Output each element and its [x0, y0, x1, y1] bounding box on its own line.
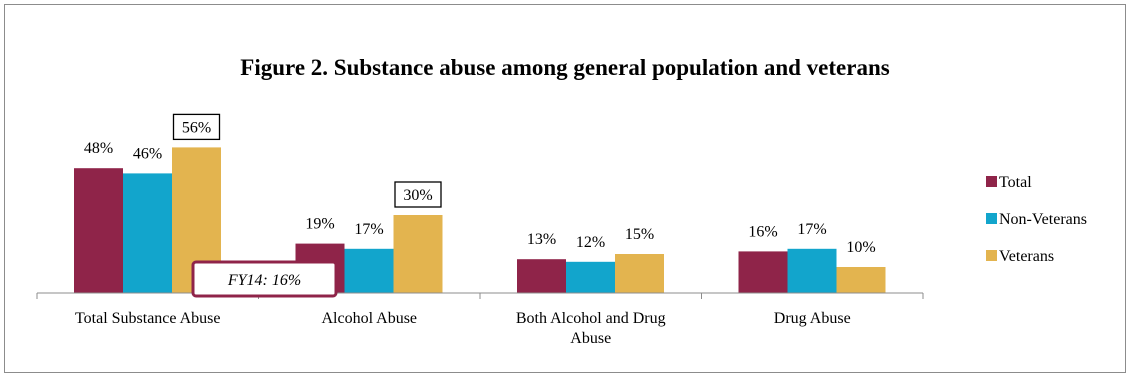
annotation-text: FY14: 16%: [227, 272, 301, 289]
category-label: Alcohol Abuse: [321, 310, 417, 327]
data-label: 30%: [403, 187, 432, 204]
data-label: 46%: [133, 145, 162, 162]
bar-non-veterans-0: [123, 173, 172, 293]
legend-swatch: [986, 176, 997, 187]
bar-non-veterans-1: [344, 248, 394, 293]
category-label: Abuse: [570, 330, 611, 347]
bar-total-0: [74, 168, 123, 293]
bar-non-veterans-2: [566, 261, 615, 293]
bar-veterans-3: [836, 267, 886, 293]
data-label: 10%: [846, 239, 875, 256]
legend-swatch: [986, 213, 997, 224]
category-labels-layer: Total Substance Abuse Alcohol Abuse Both A…: [75, 310, 851, 347]
data-label: 19%: [305, 216, 334, 233]
bar-veterans-1: [393, 215, 443, 293]
legend-label: Veterans: [999, 248, 1054, 265]
legend-swatch: [986, 250, 997, 261]
bar-veterans-2: [615, 254, 664, 293]
callout-box: [172, 113, 221, 141]
data-label: 13%: [527, 231, 556, 248]
chart-title: Figure 2. Substance abuse among general …: [240, 55, 889, 80]
data-labels-layer: 48% 19% 13% 16% 46% 17% 12% 17% 56% 30% 15% 10%: [84, 113, 876, 256]
annotation-box: [191, 260, 338, 298]
data-label: 17%: [797, 221, 826, 238]
annotation-layer: FY14: 16%: [191, 260, 338, 298]
data-label: 56%: [182, 119, 211, 136]
legend-label: Non-Veterans: [999, 211, 1087, 228]
data-label: 48%: [84, 140, 113, 157]
x-axis: [36, 292, 924, 299]
data-label: 17%: [354, 221, 383, 238]
legend: Total Non-Veterans Veterans: [986, 174, 1087, 265]
category-label: Both Alcohol and Drug: [516, 310, 666, 327]
bar-total-2: [517, 259, 566, 293]
category-label: Total Substance Abuse: [75, 310, 221, 327]
bars-layer: [74, 147, 886, 293]
data-label: 12%: [576, 234, 605, 251]
data-label: 16%: [748, 223, 777, 240]
bar-total-3: [738, 251, 788, 293]
data-label: 15%: [625, 226, 654, 243]
bar-non-veterans-3: [787, 248, 837, 293]
callout-box: [394, 181, 442, 208]
category-label: Drug Abuse: [774, 310, 851, 327]
legend-label: Total: [999, 174, 1032, 191]
